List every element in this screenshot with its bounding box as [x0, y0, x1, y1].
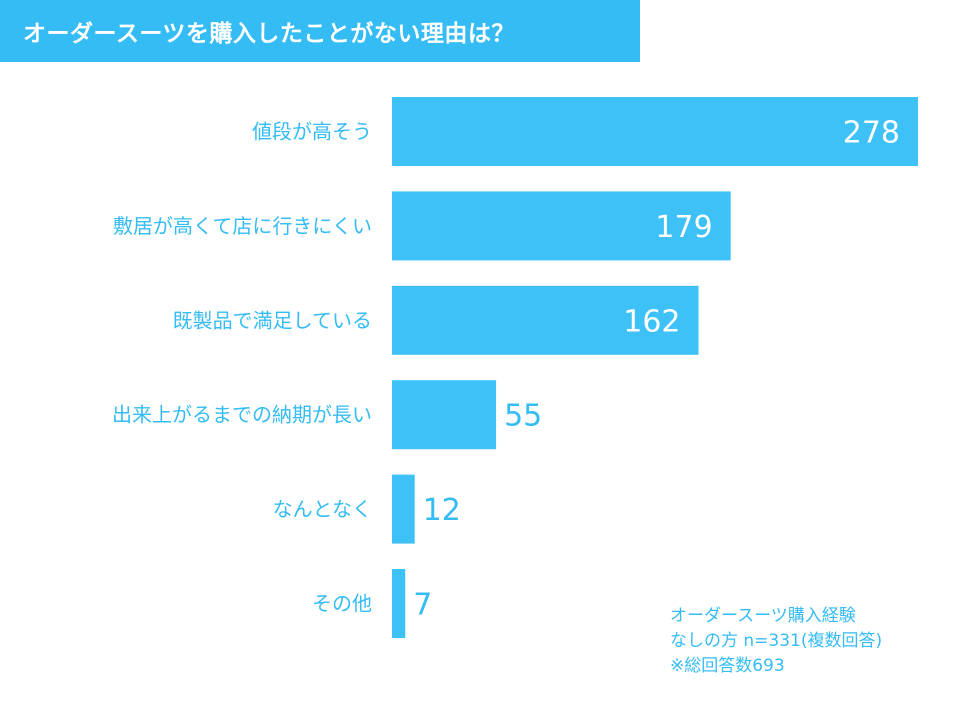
data-label: 12: [423, 493, 461, 528]
bar: [392, 380, 497, 450]
category-label: 敷居が高くて店に行きにくい: [113, 214, 372, 238]
bar: [392, 474, 415, 544]
data-label: 55: [504, 399, 542, 434]
title-bar: オーダースーツを購入したことがない理由は？: [0, 0, 640, 62]
bar: [392, 97, 918, 166]
bar: [392, 285, 699, 355]
note-line-1: オーダースーツ購入経験: [670, 606, 856, 626]
data-label: 278: [843, 116, 900, 151]
note-line-3: ※総回答数693: [670, 656, 785, 676]
bar: [392, 191, 731, 261]
category-label: 値段が高そう: [252, 120, 372, 144]
data-label: 162: [623, 304, 680, 339]
category-label: その他: [312, 592, 372, 616]
category-label: 既製品で満足している: [173, 308, 372, 332]
note-line-2: なしの方 n=331(複数回答): [670, 631, 883, 651]
data-label: 7: [413, 588, 432, 623]
survey-note: オーダースーツ購入経験 なしの方 n=331(複数回答) ※総回答数693: [670, 604, 950, 679]
category-label: 出来上がるまでの納期が長い: [112, 403, 372, 427]
chart-title: オーダースーツを購入したことがない理由は？: [23, 21, 515, 47]
data-label: 179: [655, 210, 712, 245]
category-label: なんとなく: [273, 497, 372, 521]
bar: [392, 569, 406, 638]
